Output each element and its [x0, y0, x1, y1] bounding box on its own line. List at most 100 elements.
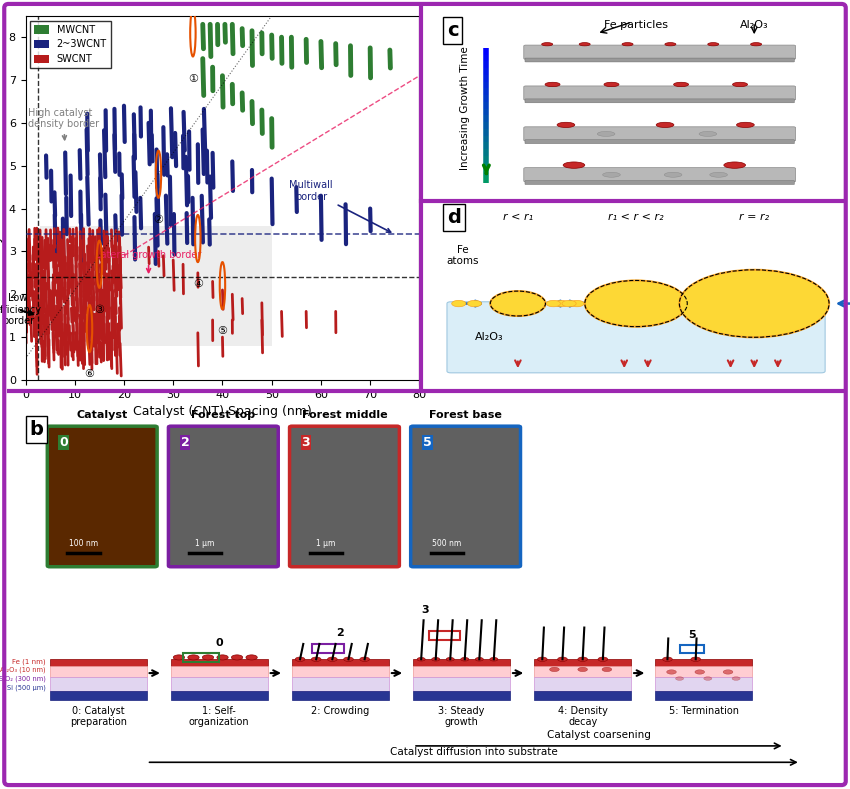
Text: Increasing Growth Time: Increasing Growth Time	[460, 47, 470, 170]
Text: r₁ < r < r₂: r₁ < r < r₂	[609, 211, 664, 222]
Text: 5: 5	[422, 436, 432, 450]
FancyBboxPatch shape	[525, 181, 795, 185]
Circle shape	[666, 670, 677, 674]
Text: 2: 2	[337, 629, 344, 638]
Text: 3: 3	[302, 436, 310, 450]
Circle shape	[663, 657, 672, 661]
Ellipse shape	[665, 43, 676, 46]
Text: 0: 0	[60, 436, 68, 450]
Bar	[534, 666, 631, 677]
Circle shape	[468, 301, 482, 307]
Bar	[413, 677, 510, 691]
Bar	[49, 677, 146, 691]
Circle shape	[696, 301, 710, 307]
Circle shape	[691, 657, 700, 661]
Bar	[183, 653, 219, 662]
Text: Al₂O₃: Al₂O₃	[740, 21, 768, 30]
Text: Forest middle: Forest middle	[302, 410, 388, 420]
Circle shape	[311, 657, 321, 661]
Ellipse shape	[603, 172, 620, 178]
Circle shape	[578, 667, 587, 671]
Ellipse shape	[664, 172, 682, 178]
Circle shape	[461, 657, 469, 661]
Ellipse shape	[622, 43, 633, 46]
Text: 1: Self-
organization: 1: Self- organization	[189, 706, 250, 727]
Y-axis label: Catalyst (CNT) Size (nm): Catalyst (CNT) Size (nm)	[0, 121, 3, 275]
FancyBboxPatch shape	[524, 127, 796, 141]
Text: Fe
atoms: Fe atoms	[446, 245, 479, 267]
Circle shape	[446, 657, 454, 661]
Text: Catalyst diffusion into substrate: Catalyst diffusion into substrate	[390, 747, 558, 757]
Text: Al₂O₃: Al₂O₃	[474, 332, 503, 342]
FancyBboxPatch shape	[524, 86, 796, 100]
Circle shape	[585, 280, 688, 327]
Text: r = r₂: r = r₂	[740, 211, 769, 222]
Circle shape	[188, 655, 199, 660]
Text: Fe (1 nm): Fe (1 nm)	[12, 659, 46, 665]
Text: Si (500 μm): Si (500 μm)	[7, 684, 46, 691]
Bar	[534, 660, 631, 666]
Legend: MWCNT, 2~3WCNT, SWCNT: MWCNT, 2~3WCNT, SWCNT	[31, 21, 110, 68]
Text: 500 nm: 500 nm	[433, 539, 462, 548]
Circle shape	[679, 270, 829, 338]
Bar	[413, 691, 510, 701]
Bar	[171, 677, 268, 691]
Circle shape	[838, 301, 850, 307]
Ellipse shape	[699, 132, 717, 136]
Ellipse shape	[541, 43, 552, 46]
Ellipse shape	[710, 172, 728, 178]
Bar	[49, 666, 146, 677]
Text: 100 nm: 100 nm	[69, 539, 99, 548]
Circle shape	[246, 655, 258, 660]
Bar	[292, 677, 388, 691]
Text: Fe particles: Fe particles	[604, 21, 668, 30]
Text: 5: Termination: 5: Termination	[669, 706, 739, 716]
Ellipse shape	[674, 82, 689, 87]
Text: Multiwall
border: Multiwall border	[289, 181, 391, 232]
X-axis label: Catalyst (CNT) Spacing (nm): Catalyst (CNT) Spacing (nm)	[133, 406, 312, 418]
Circle shape	[704, 677, 712, 680]
Ellipse shape	[656, 122, 674, 128]
Bar	[534, 677, 631, 691]
Ellipse shape	[579, 43, 590, 46]
Text: Catalyst: Catalyst	[76, 410, 128, 420]
Ellipse shape	[724, 162, 745, 168]
Circle shape	[558, 657, 567, 661]
Circle shape	[202, 655, 213, 660]
Bar	[40, 226, 272, 346]
Bar	[429, 631, 460, 641]
Circle shape	[475, 657, 484, 661]
Text: ⑥: ⑥	[84, 369, 94, 380]
Circle shape	[562, 301, 576, 307]
Bar	[171, 691, 268, 701]
Text: 1 μm: 1 μm	[196, 539, 214, 548]
Circle shape	[432, 657, 439, 661]
Circle shape	[451, 301, 466, 307]
Ellipse shape	[604, 82, 619, 87]
Circle shape	[711, 301, 726, 307]
Circle shape	[554, 301, 569, 307]
FancyBboxPatch shape	[525, 140, 795, 144]
Text: 3: Steady
growth: 3: Steady growth	[439, 706, 484, 727]
Circle shape	[360, 657, 370, 661]
Bar	[655, 691, 752, 701]
Circle shape	[602, 667, 612, 671]
Circle shape	[695, 670, 705, 674]
Ellipse shape	[557, 122, 575, 128]
Text: ⑤: ⑤	[218, 327, 228, 336]
Text: 5: 5	[688, 630, 695, 641]
Circle shape	[641, 301, 655, 307]
Bar	[680, 645, 704, 653]
Circle shape	[343, 657, 354, 661]
Text: r < r₁: r < r₁	[503, 211, 533, 222]
Text: Lateral growth border: Lateral growth border	[95, 250, 201, 272]
Circle shape	[723, 670, 733, 674]
Ellipse shape	[751, 43, 762, 46]
Bar	[292, 666, 388, 677]
Circle shape	[173, 655, 184, 660]
Text: 4: Density
decay: 4: Density decay	[558, 706, 608, 727]
Text: Forest base: Forest base	[429, 410, 502, 420]
Text: 2: Crowding: 2: Crowding	[311, 706, 370, 716]
Ellipse shape	[545, 82, 560, 87]
Circle shape	[547, 301, 560, 307]
